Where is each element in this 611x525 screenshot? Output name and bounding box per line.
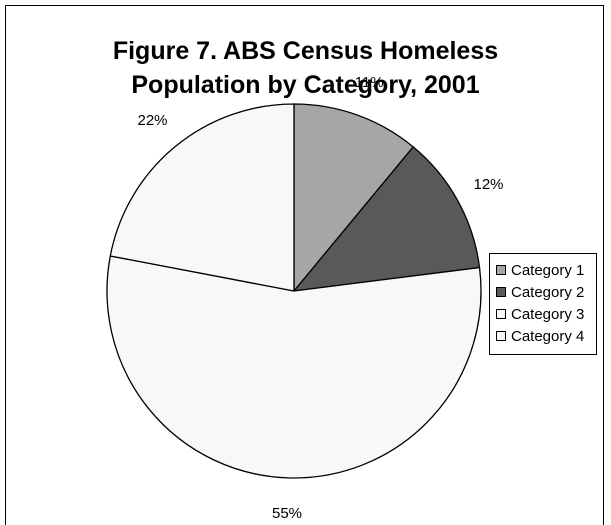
data-label-category-1: 11% [355,74,384,91]
pie-slice-category-3 [106,255,482,479]
chart-title: Figure 7. ABS Census Homeless Population… [6,34,605,102]
legend-label-category-2: Category 2 [511,283,585,301]
chart-title-line-2: Population by Category, 2001 [131,71,480,99]
legend-item-category-1: Category 1 [496,259,596,281]
pie-slice-category-4 [109,103,295,292]
chart-area: Figure 7. ABS Census Homeless Population… [5,5,604,525]
pie-slice-category-1 [293,103,415,293]
legend-item-category-3: Category 3 [496,303,596,325]
legend-label-category-3: Category 3 [511,305,585,323]
legend-swatch-category-1 [496,265,506,275]
chart-title-line-1: Figure 7. ABS Census Homeless [112,37,499,65]
legend-item-category-4: Category 4 [496,325,596,347]
data-label-category-2: 12% [473,176,503,193]
legend-swatch-category-3 [496,309,506,319]
legend-label-category-1: Category 1 [511,261,585,279]
legend-label-category-4: Category 4 [511,327,585,345]
legend: Category 1 Category 2 Category 3 Categor… [489,253,597,355]
pie-chart: 11% 12% 55% 22% [106,74,504,521]
data-label-category-3: 55% [272,505,302,521]
pie-slice-category-2 [292,145,481,292]
legend-swatch-category-4 [496,331,506,341]
legend-swatch-category-2 [496,287,506,297]
data-label-category-4: 22% [137,112,167,129]
legend-item-category-2: Category 2 [496,281,596,303]
